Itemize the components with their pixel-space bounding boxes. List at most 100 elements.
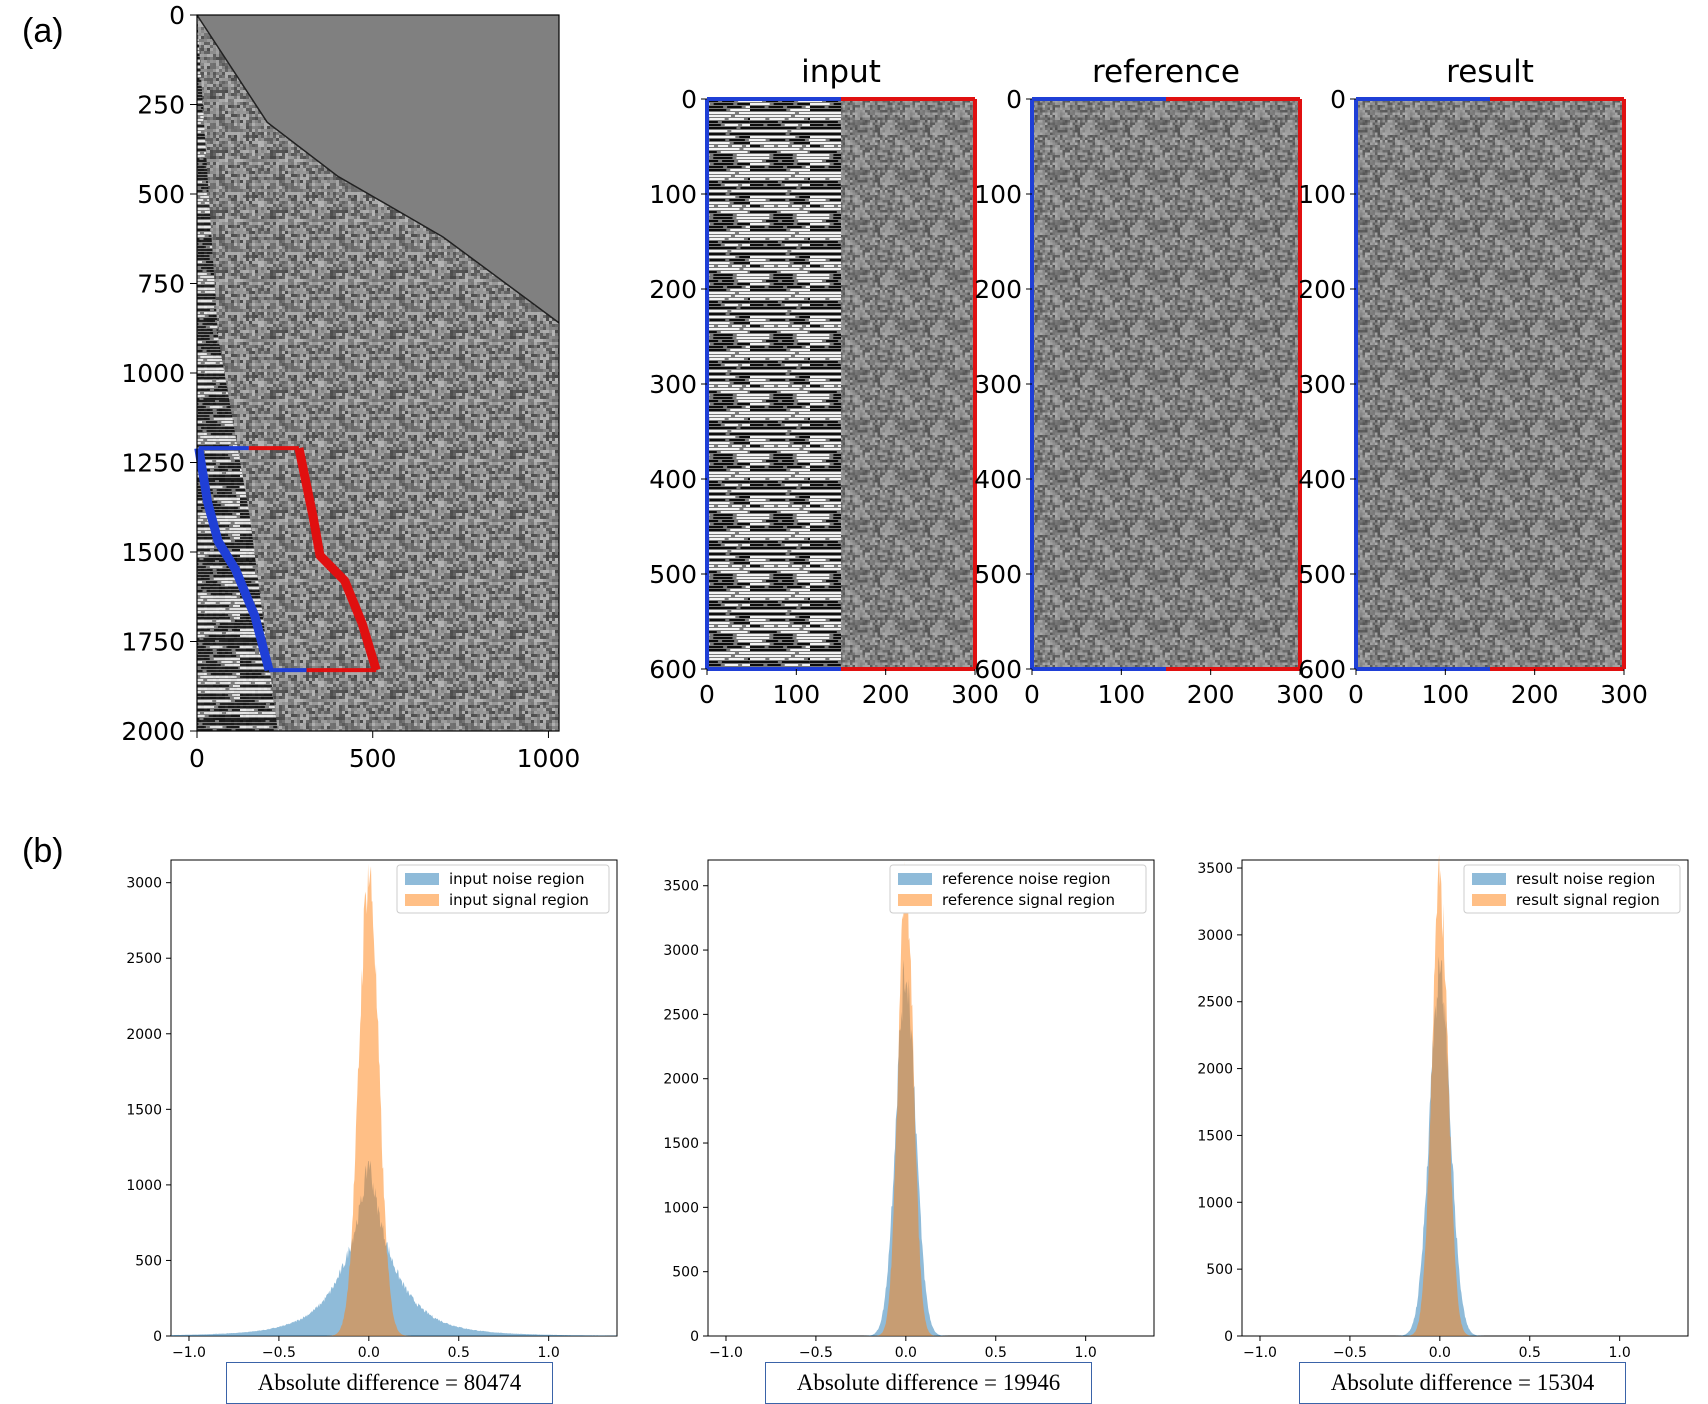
hist-reference-ytick-label: 1500 [663,1136,699,1152]
hist-input-legend-label: input signal region [449,891,589,909]
panel-reference-ytick-label: 500 [974,560,1022,589]
panel-result-xtick-label: 0 [1348,680,1364,709]
gather-ground-roll [197,15,278,731]
hist-input-legend-swatch [405,873,439,885]
hist-input-xtick-label: −1.0 [172,1345,206,1361]
panel-result-image [1356,99,1624,669]
panel-reference-ytick-label: 600 [974,655,1022,684]
panel-input-xtick-label: 0 [699,680,715,709]
gather-ytick-label: 1500 [121,538,185,567]
panel-result-title: result [1446,54,1534,90]
panel-input-ytick-label: 300 [649,370,697,399]
gather-ytick-label: 0 [169,1,185,30]
hist-result-xtick-label: 0.5 [1519,1345,1541,1361]
hist-reference-ytick-label: 2500 [663,1007,699,1023]
hist-result-ytick-label: 500 [1206,1262,1233,1278]
panel-reference-title: reference [1092,54,1240,90]
window-noise-edge [194,447,274,672]
hist-result-ytick-label: 1500 [1197,1128,1233,1144]
panel-result-ytick-label: 500 [1298,560,1346,589]
hist-reference-ytick-label: 3000 [663,943,699,959]
gather-xtick-label: 1000 [517,744,581,773]
hist-reference-xtick-label: 1.0 [1075,1345,1097,1361]
panel-input-xtick-label: 200 [862,680,910,709]
panel-input-xtick-label: 300 [951,680,999,709]
gather-ytick-label: 250 [137,91,185,120]
hist-reference-legend [889,864,1147,914]
panel-result-ytick-label: 0 [1330,85,1346,114]
hist-reference-legend-swatch [898,894,932,906]
hist-reference-xtick-label: −0.5 [799,1345,833,1361]
hist-result-legend-swatch [1472,873,1506,885]
hist-result-legend-label: result signal region [1516,891,1660,909]
hist-reference-ytick-label: 500 [672,1265,699,1281]
panel-label-a: (a) [22,12,64,50]
panel-input-ytick-label: 500 [649,560,697,589]
gather-texture [197,15,559,731]
panel-input-ytick-label: 200 [649,275,697,304]
hist-input-frame [170,859,618,1337]
gather-ytick-label: 1250 [121,449,185,478]
histograms-chart: −1.0 −0.5 0.0 0.5 1.0 0 500 1000 1500 2000 2500 300… [126,854,1689,1361]
panel-input-ytick-label: 100 [649,180,697,209]
hist-input-xtick-label: 0.5 [448,1345,470,1361]
input-panel-chart: input 0 100 200 300 0 100 200 300 400 500 600 refere… [649,54,1648,709]
hist-result-legend-swatch [1472,894,1506,906]
hist-reference-legend-swatch [898,873,932,885]
panel-input-ytick-label: 400 [649,465,697,494]
hist-input-legend-label: input noise region [449,870,584,888]
hist-result-legend-label: result noise region [1516,870,1655,888]
panel-result-xtick-label: 200 [1511,680,1559,709]
hist-result-ytick-label: 0 [1224,1329,1233,1345]
gather-xtick-label: 500 [349,744,397,773]
hist-input-series-0 [171,1160,617,1336]
abs-diff-result: Absolute difference = 15304 [1299,1362,1626,1404]
hist-reference-legend-label: reference signal region [942,891,1115,909]
gather-xtick-label: 0 [189,744,205,773]
panel-input-title: input [801,54,881,90]
panel-result-xtick-label: 100 [1421,680,1469,709]
panel-reference-ytick-label: 400 [974,465,1022,494]
hist-reference-xtick-label: 0.5 [985,1345,1007,1361]
panel-result-ytick-label: 400 [1298,465,1346,494]
hist-input-xtick-label: 1.0 [538,1345,560,1361]
first-break-line [196,14,560,324]
gather-ytick-label: 1000 [121,359,185,388]
panel-reference-xtick-label: 0 [1024,680,1040,709]
hist-result-ytick-label: 3000 [1197,928,1233,944]
hist-result-ytick-label: 3500 [1197,861,1233,877]
hist-reference-ytick-label: 1000 [663,1200,699,1216]
hist-result-xtick-label: 1.0 [1609,1345,1631,1361]
panel-input-xtick-label: 100 [772,680,820,709]
hist-reference-ytick-label: 3500 [663,879,699,895]
hist-reference-legend-label: reference noise region [942,870,1111,888]
hist-result-xtick-label: −1.0 [1243,1345,1277,1361]
hist-result-xtick-label: 0.0 [1429,1345,1451,1361]
panel-reference-ytick-label: 100 [974,180,1022,209]
hist-result-legend [1463,864,1681,914]
hist-reference-ytick-label: 2000 [663,1072,699,1088]
abs-diff-reference: Absolute difference = 19946 [765,1362,1092,1404]
panel-reference-ytick-label: 0 [1006,85,1022,114]
hist-input-xtick-label: −0.5 [262,1345,296,1361]
hist-input-ytick-label: 500 [135,1253,162,1269]
panel-result-xtick-label: 300 [1600,680,1648,709]
hist-input-ytick-label: 0 [153,1329,162,1345]
panel-input-ytick-label: 600 [649,655,697,684]
gather-ytick-label: 1750 [121,628,185,657]
hist-input-legend [396,864,610,914]
hist-input-ytick-label: 2000 [126,1027,162,1043]
panel-reference-image [1032,99,1300,669]
panel-reference-xtick-label: 200 [1187,680,1235,709]
hist-input-ytick-label: 2500 [126,951,162,967]
hist-result-ytick-label: 1000 [1197,1195,1233,1211]
hist-reference-xtick-label: −1.0 [709,1345,743,1361]
hist-result-frame [1241,859,1689,1337]
gather-ytick-label: 500 [137,180,185,209]
panel-result-ytick-label: 600 [1298,655,1346,684]
hist-input-ytick-label: 1500 [126,1102,162,1118]
hist-result-xtick-label: −0.5 [1333,1345,1367,1361]
hist-reference-frame [707,859,1155,1337]
gather-ytick-label: 2000 [121,717,185,746]
